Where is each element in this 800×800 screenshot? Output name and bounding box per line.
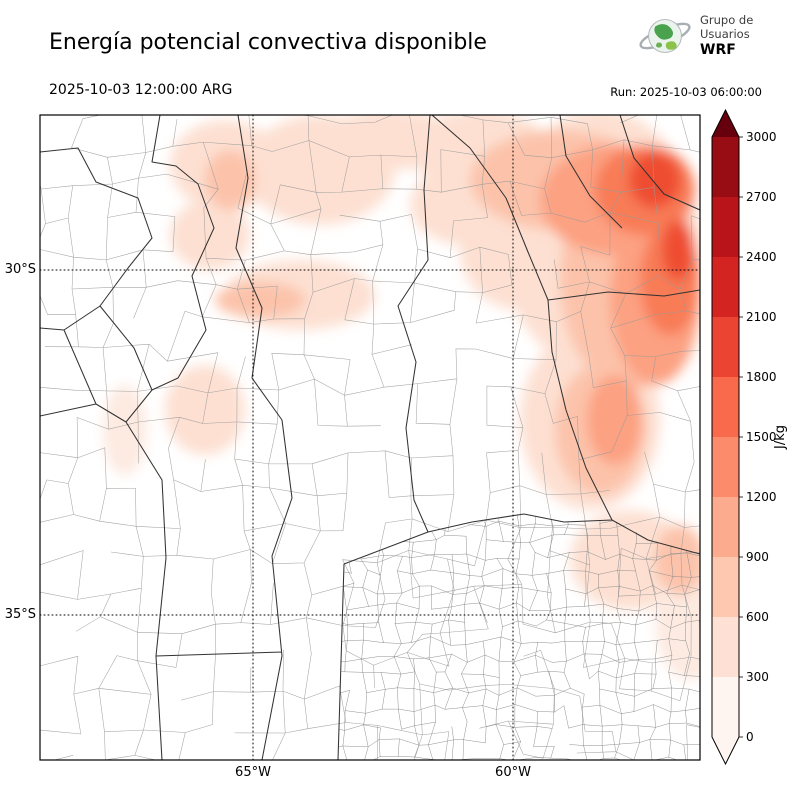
colorbar-segment (712, 617, 739, 677)
colorbar-segment (712, 317, 739, 377)
globe-icon (639, 19, 691, 53)
colorbar-over-arrow (712, 110, 739, 137)
colorbar-segment (712, 377, 739, 437)
colorbar-tick-label: 2400 (746, 250, 777, 264)
colorbar-segment (712, 677, 739, 737)
colorbar-tick-label: 600 (746, 610, 769, 624)
colorbar-tick-label: 300 (746, 670, 769, 684)
colorbar-segment (712, 557, 739, 617)
colorbar-segment (712, 437, 739, 497)
lat-tick-30s: 30°S (4, 262, 36, 277)
colorbar-segment (712, 257, 739, 317)
colorbar-under-arrow (712, 737, 739, 764)
colorbar-tick-label: 0 (746, 730, 754, 744)
colorbar-tick-label: 1500 (746, 430, 777, 444)
colorbar-tick-label: 1800 (746, 370, 777, 384)
logo-text: Grupo de Usuarios WRF (700, 13, 753, 59)
colorbar-segment (712, 137, 739, 197)
logo-org-line1: Grupo de (700, 12, 754, 27)
province-boundaries (40, 115, 700, 760)
run-time-label: Run: 2025-10-03 06:00:00 (610, 85, 762, 99)
lon-tick-65w: 65°W (235, 765, 271, 780)
colorbar-segment (712, 197, 739, 257)
colorbar-segment (712, 497, 739, 557)
cape-shading-field (103, 115, 700, 680)
colorbar-tick-label: 2700 (746, 190, 777, 204)
page-title: Energía potencial convectiva disponible (49, 30, 487, 55)
colorbar-tick-label: 3000 (746, 130, 777, 144)
colorbar-unit-label: J/kg (773, 425, 788, 450)
colorbar-tick-label: 900 (746, 550, 769, 564)
valid-time-label: 2025-10-03 12:00:00 ARG (49, 82, 233, 98)
colorbar-tick-label: 1200 (746, 490, 777, 504)
map-frame (39, 114, 701, 761)
lat-tick-35s: 35°S (4, 607, 36, 622)
lon-tick-60w: 60°W (495, 765, 531, 780)
logo-org-line2: Usuarios (700, 27, 750, 42)
wrf-logo: Grupo de Usuarios WRF (636, 12, 753, 60)
colorbar-tick-label: 2100 (746, 310, 777, 324)
graticule-lines (39, 114, 701, 761)
logo-wrf-label: WRF (700, 41, 736, 58)
